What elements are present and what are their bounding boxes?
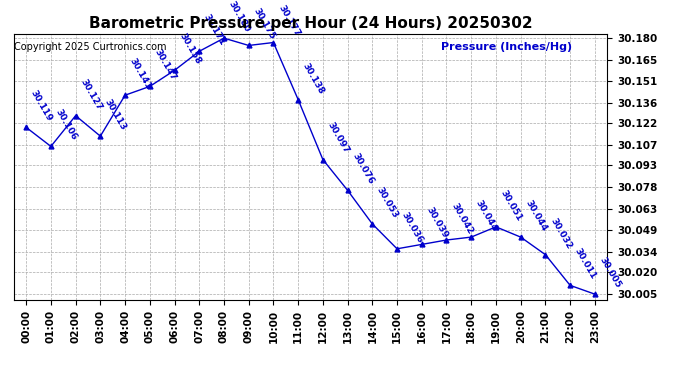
Text: 30.119: 30.119 <box>29 89 54 123</box>
Text: 30.076: 30.076 <box>351 152 375 186</box>
Text: 30.138: 30.138 <box>301 61 326 95</box>
Text: 30.042: 30.042 <box>449 201 474 236</box>
Text: 30.175: 30.175 <box>251 7 277 41</box>
Text: 30.051: 30.051 <box>499 188 524 223</box>
Text: 30.141: 30.141 <box>128 57 153 91</box>
Text: 30.032: 30.032 <box>548 216 573 250</box>
Text: 30.113: 30.113 <box>103 98 128 132</box>
Text: Pressure (Inches/Hg): Pressure (Inches/Hg) <box>441 42 572 52</box>
Title: Barometric Pressure per Hour (24 Hours) 20250302: Barometric Pressure per Hour (24 Hours) … <box>89 16 532 31</box>
Text: 30.039: 30.039 <box>424 206 450 240</box>
Text: 30.147: 30.147 <box>152 48 178 82</box>
Text: 30.097: 30.097 <box>326 121 351 155</box>
Text: 30.177: 30.177 <box>276 4 302 38</box>
Text: 30.044: 30.044 <box>474 198 499 233</box>
Text: 30.036: 30.036 <box>400 210 425 244</box>
Text: 30.053: 30.053 <box>375 186 400 220</box>
Text: 30.044: 30.044 <box>524 198 549 233</box>
Text: 30.127: 30.127 <box>79 77 103 111</box>
Text: 30.011: 30.011 <box>573 247 598 281</box>
Text: Copyright 2025 Curtronics.com: Copyright 2025 Curtronics.com <box>14 42 167 52</box>
Text: 30.158: 30.158 <box>177 32 202 66</box>
Text: 30.106: 30.106 <box>54 108 79 142</box>
Text: 30.180: 30.180 <box>227 0 252 34</box>
Text: 30.005: 30.005 <box>598 256 622 290</box>
Text: 30.171: 30.171 <box>202 13 227 47</box>
